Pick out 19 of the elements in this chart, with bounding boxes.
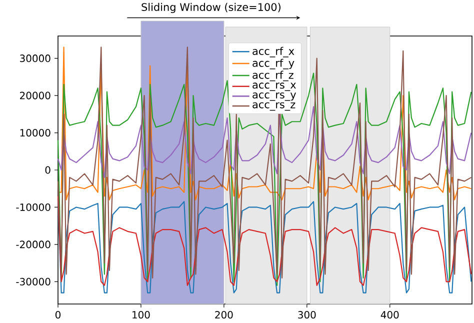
- y-tick-label: -20000: [16, 240, 50, 248]
- y-tick-label: 10000: [20, 129, 50, 137]
- legend-label: acc_rf_y: [252, 58, 294, 70]
- x-tick-label: 100: [132, 311, 150, 319]
- y-tick-label: 20000: [20, 92, 50, 100]
- legend-label: acc_rs_y: [252, 92, 296, 101]
- legend-label: acc_rf_z: [252, 70, 294, 82]
- x-tick-label: 200: [215, 311, 233, 319]
- x-tick-label: 400: [380, 311, 399, 319]
- legend-label: acc_rs_x: [252, 82, 296, 91]
- y-tick-label: -30000: [16, 278, 50, 286]
- y-tick-label: 0: [45, 166, 50, 174]
- y-tick-label: 30000: [20, 54, 50, 62]
- legend-label: acc_rf_x: [252, 46, 294, 58]
- x-tick-label: 0: [55, 311, 61, 319]
- x-tick-label: 300: [298, 311, 316, 319]
- y-tick-label: -10000: [16, 203, 50, 211]
- legend-label: acc_rs_z: [252, 102, 296, 111]
- text: Sliding Window (size=100): [142, 2, 280, 14]
